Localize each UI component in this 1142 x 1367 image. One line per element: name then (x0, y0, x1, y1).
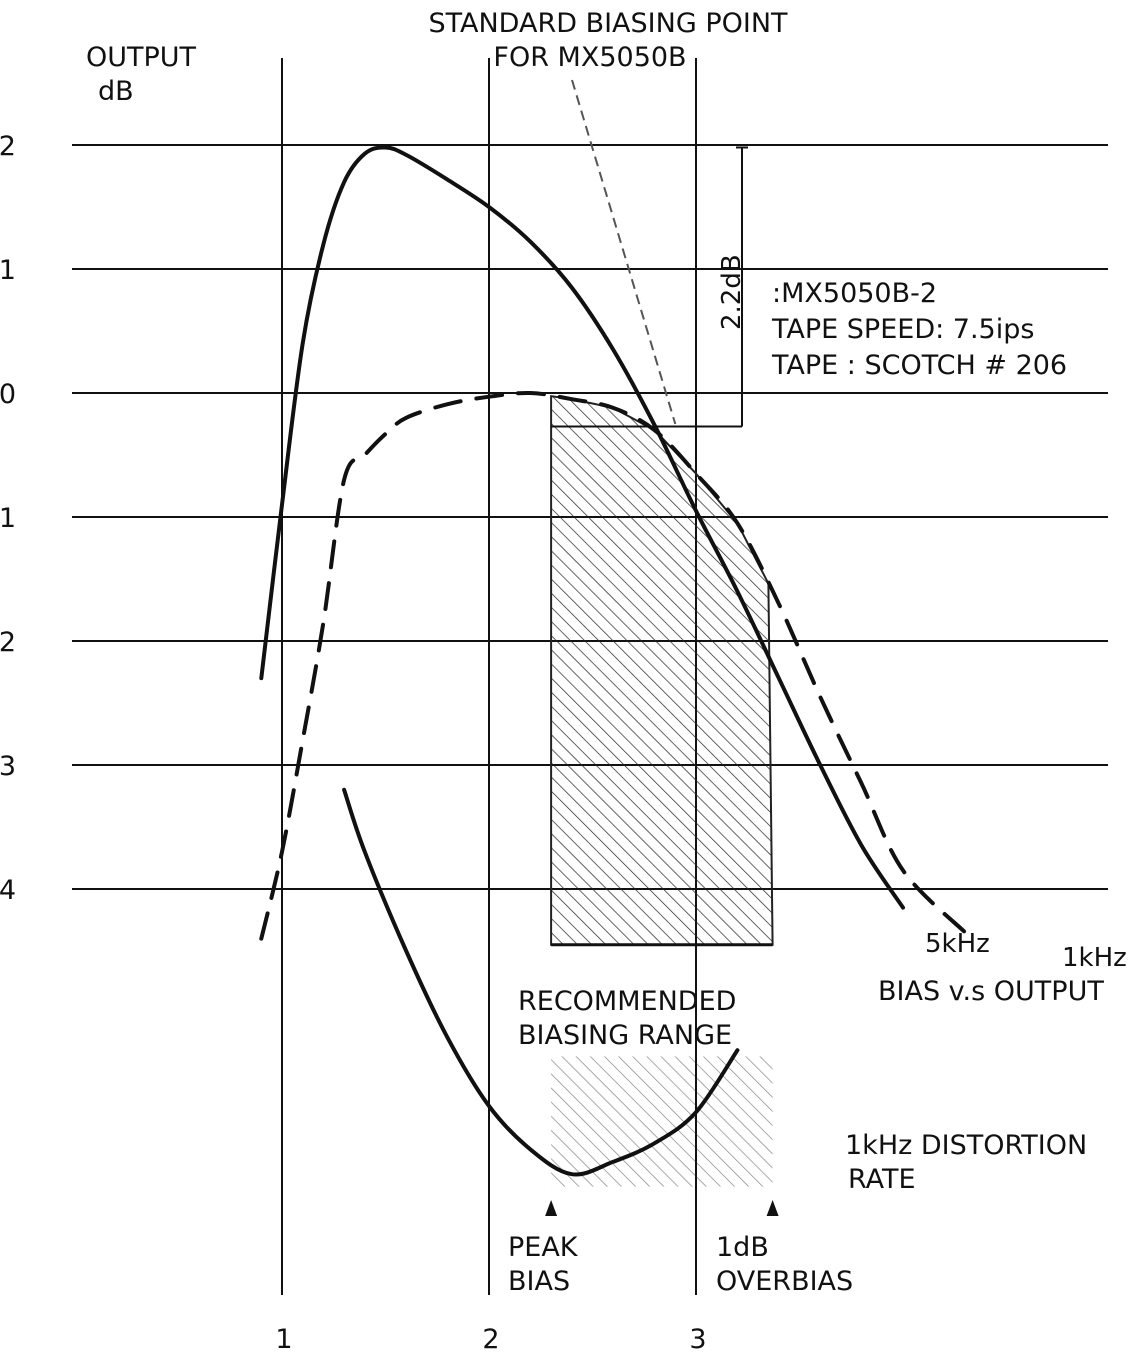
peak-bias-arrow (545, 1200, 558, 1216)
series-layer (259, 145, 968, 1177)
recommended-range-lower-hatch (551, 1056, 773, 1187)
info-line-2: TAPE SPEED: 7.5ips (771, 314, 1034, 345)
peak-bias-label-1: PEAK (508, 1232, 579, 1263)
y-tick-label: 0 (0, 379, 16, 410)
y-tick-labels: +2 +1 0 -1 -2 -3 -4 (0, 131, 16, 906)
info-line-3: TAPE : SCOTCH # 206 (771, 350, 1067, 381)
legend-1khz: 1kHz (1062, 943, 1127, 973)
dimension-marker (551, 146, 748, 428)
y-tick-label: +1 (0, 255, 16, 286)
legend-5khz: 5kHz (925, 929, 990, 959)
x-tick-label: 3 (689, 1324, 706, 1355)
recommended-range-shading (550, 394, 774, 1187)
x-tick-label: 2 (482, 1324, 499, 1355)
series-line-0 (259, 145, 905, 910)
recommended-range-label-1: RECOMMENDED (518, 986, 736, 1017)
recommended-range-label-2: BIASING RANGE (518, 1020, 732, 1051)
y-tick-label: -2 (0, 627, 16, 658)
overbias-label-1: 1dB (716, 1232, 769, 1263)
series-line-2 (342, 787, 740, 1177)
title-line-1: STANDARD BIASING POINT (428, 8, 788, 39)
y-axis-label-line-1: OUTPUT (86, 42, 197, 73)
overbias-label-2: OVERBIAS (716, 1266, 853, 1297)
standard-bias-pointer (571, 79, 677, 425)
range-arrows (545, 1200, 779, 1216)
distortion-label-2: RATE (848, 1164, 916, 1195)
dimension-label: 2.2dB (717, 254, 747, 330)
y-tick-label: -1 (0, 503, 16, 534)
x-tick-labels: 1 2 3 (275, 1324, 706, 1355)
title-line-2: FOR MX5050B (493, 42, 686, 73)
recommended-range-hatch (550, 394, 774, 946)
y-tick-label: -4 (0, 875, 16, 906)
overbias-arrow (766, 1200, 779, 1216)
distortion-label-1: 1kHz DISTORTION (845, 1130, 1087, 1161)
y-tick-label: -3 (0, 751, 16, 782)
y-axis-label-line-2: dB (98, 76, 134, 107)
x-tick-label: 1 (275, 1324, 292, 1355)
info-line-1: :MX5050B-2 (772, 278, 937, 309)
legend-caption: BIAS v.s OUTPUT (878, 976, 1104, 1007)
peak-bias-label-2: BIAS (508, 1266, 570, 1297)
series-line-1 (259, 390, 968, 941)
y-tick-label: +2 (0, 131, 16, 162)
